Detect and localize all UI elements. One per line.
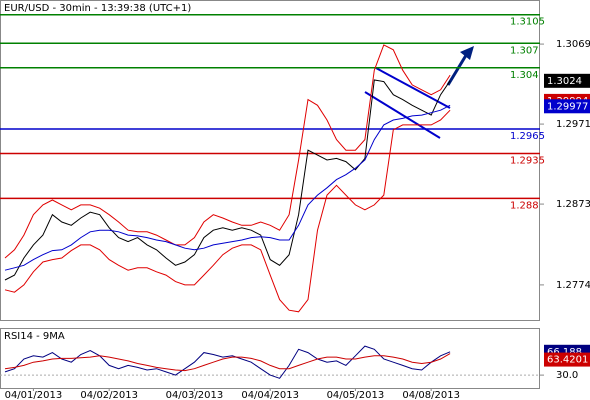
y-tick-label: 1.2774 xyxy=(556,280,590,291)
level-label: 1.304 xyxy=(510,70,539,81)
x-tick-label: 04/08/2013 xyxy=(402,390,460,400)
price-tag-box xyxy=(544,73,590,88)
series-line xyxy=(4,79,451,281)
series-line xyxy=(4,345,451,379)
price-tag-box xyxy=(544,352,590,367)
series-line xyxy=(4,353,451,372)
x-tick-label: 04/01/2013 xyxy=(5,390,63,400)
rsi-panel xyxy=(0,328,540,389)
price-panel xyxy=(0,0,540,321)
level-label: 1.2965 xyxy=(510,131,545,142)
y-tick-label: 30.0 xyxy=(556,370,578,381)
series-line xyxy=(4,109,451,313)
level-label: 1.2935 xyxy=(510,155,545,166)
x-tick-label: 04/05/2013 xyxy=(327,390,385,400)
level-label: 1.3105 xyxy=(510,17,545,28)
price-tag: 66.188 xyxy=(547,347,582,358)
price-tag: 1.29977 xyxy=(547,101,588,112)
chart-title: EUR/USD - 30min - 13:39:38 (UTC+1) xyxy=(4,3,191,14)
series-line xyxy=(4,104,451,271)
arrow-head xyxy=(460,46,474,60)
level-label: 1.307 xyxy=(510,45,539,56)
price-tag: 1.3024 xyxy=(547,76,582,87)
price-tag: 63.4201 xyxy=(547,355,588,366)
x-tick-label: 04/03/2013 xyxy=(166,390,224,400)
x-tick-label: 04/04/2013 xyxy=(241,390,299,400)
y-tick-label: 1.2971 xyxy=(556,119,590,130)
series-line xyxy=(4,44,451,259)
level-label: 1.288 xyxy=(510,200,539,211)
rsi-title: RSI14 - 9MA xyxy=(4,331,65,342)
price-tag-box xyxy=(544,99,590,114)
x-tick-label: 04/02/2013 xyxy=(80,390,138,400)
y-tick-label: 1.2873 xyxy=(556,199,590,210)
channel-line xyxy=(364,91,441,139)
y-tick-label: 1.3069 xyxy=(556,39,590,50)
